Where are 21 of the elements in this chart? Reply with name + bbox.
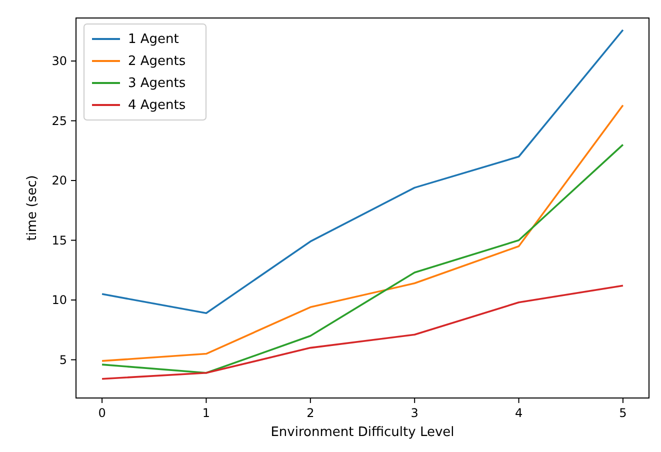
x-tick-label: 4 bbox=[514, 406, 523, 420]
x-tick-label: 2 bbox=[306, 406, 314, 420]
y-tick-label: 20 bbox=[52, 174, 67, 188]
x-tick-label: 5 bbox=[619, 406, 627, 420]
y-axis-title: time (sec) bbox=[25, 175, 40, 241]
legend-label: 4 Agents bbox=[128, 98, 186, 113]
x-tick-label: 1 bbox=[202, 406, 210, 420]
y-tick-label: 10 bbox=[52, 293, 67, 308]
line-series bbox=[101, 284, 624, 380]
x-axis-title: Environment Difficulty Level bbox=[270, 425, 454, 440]
y-tick-label: 25 bbox=[52, 114, 67, 128]
legend-label: 3 Agents bbox=[128, 76, 186, 91]
line-series bbox=[101, 144, 624, 374]
legend-label: 1 Agent bbox=[128, 32, 179, 47]
x-tick-label: 3 bbox=[410, 406, 418, 420]
line-series bbox=[101, 29, 624, 314]
y-tick-label: 5 bbox=[59, 352, 67, 367]
legend-label: 2 Agents bbox=[128, 54, 186, 69]
y-tick-label: 30 bbox=[52, 54, 67, 68]
x-tick-label: 0 bbox=[98, 406, 106, 420]
y-tick-label: 15 bbox=[52, 233, 67, 248]
